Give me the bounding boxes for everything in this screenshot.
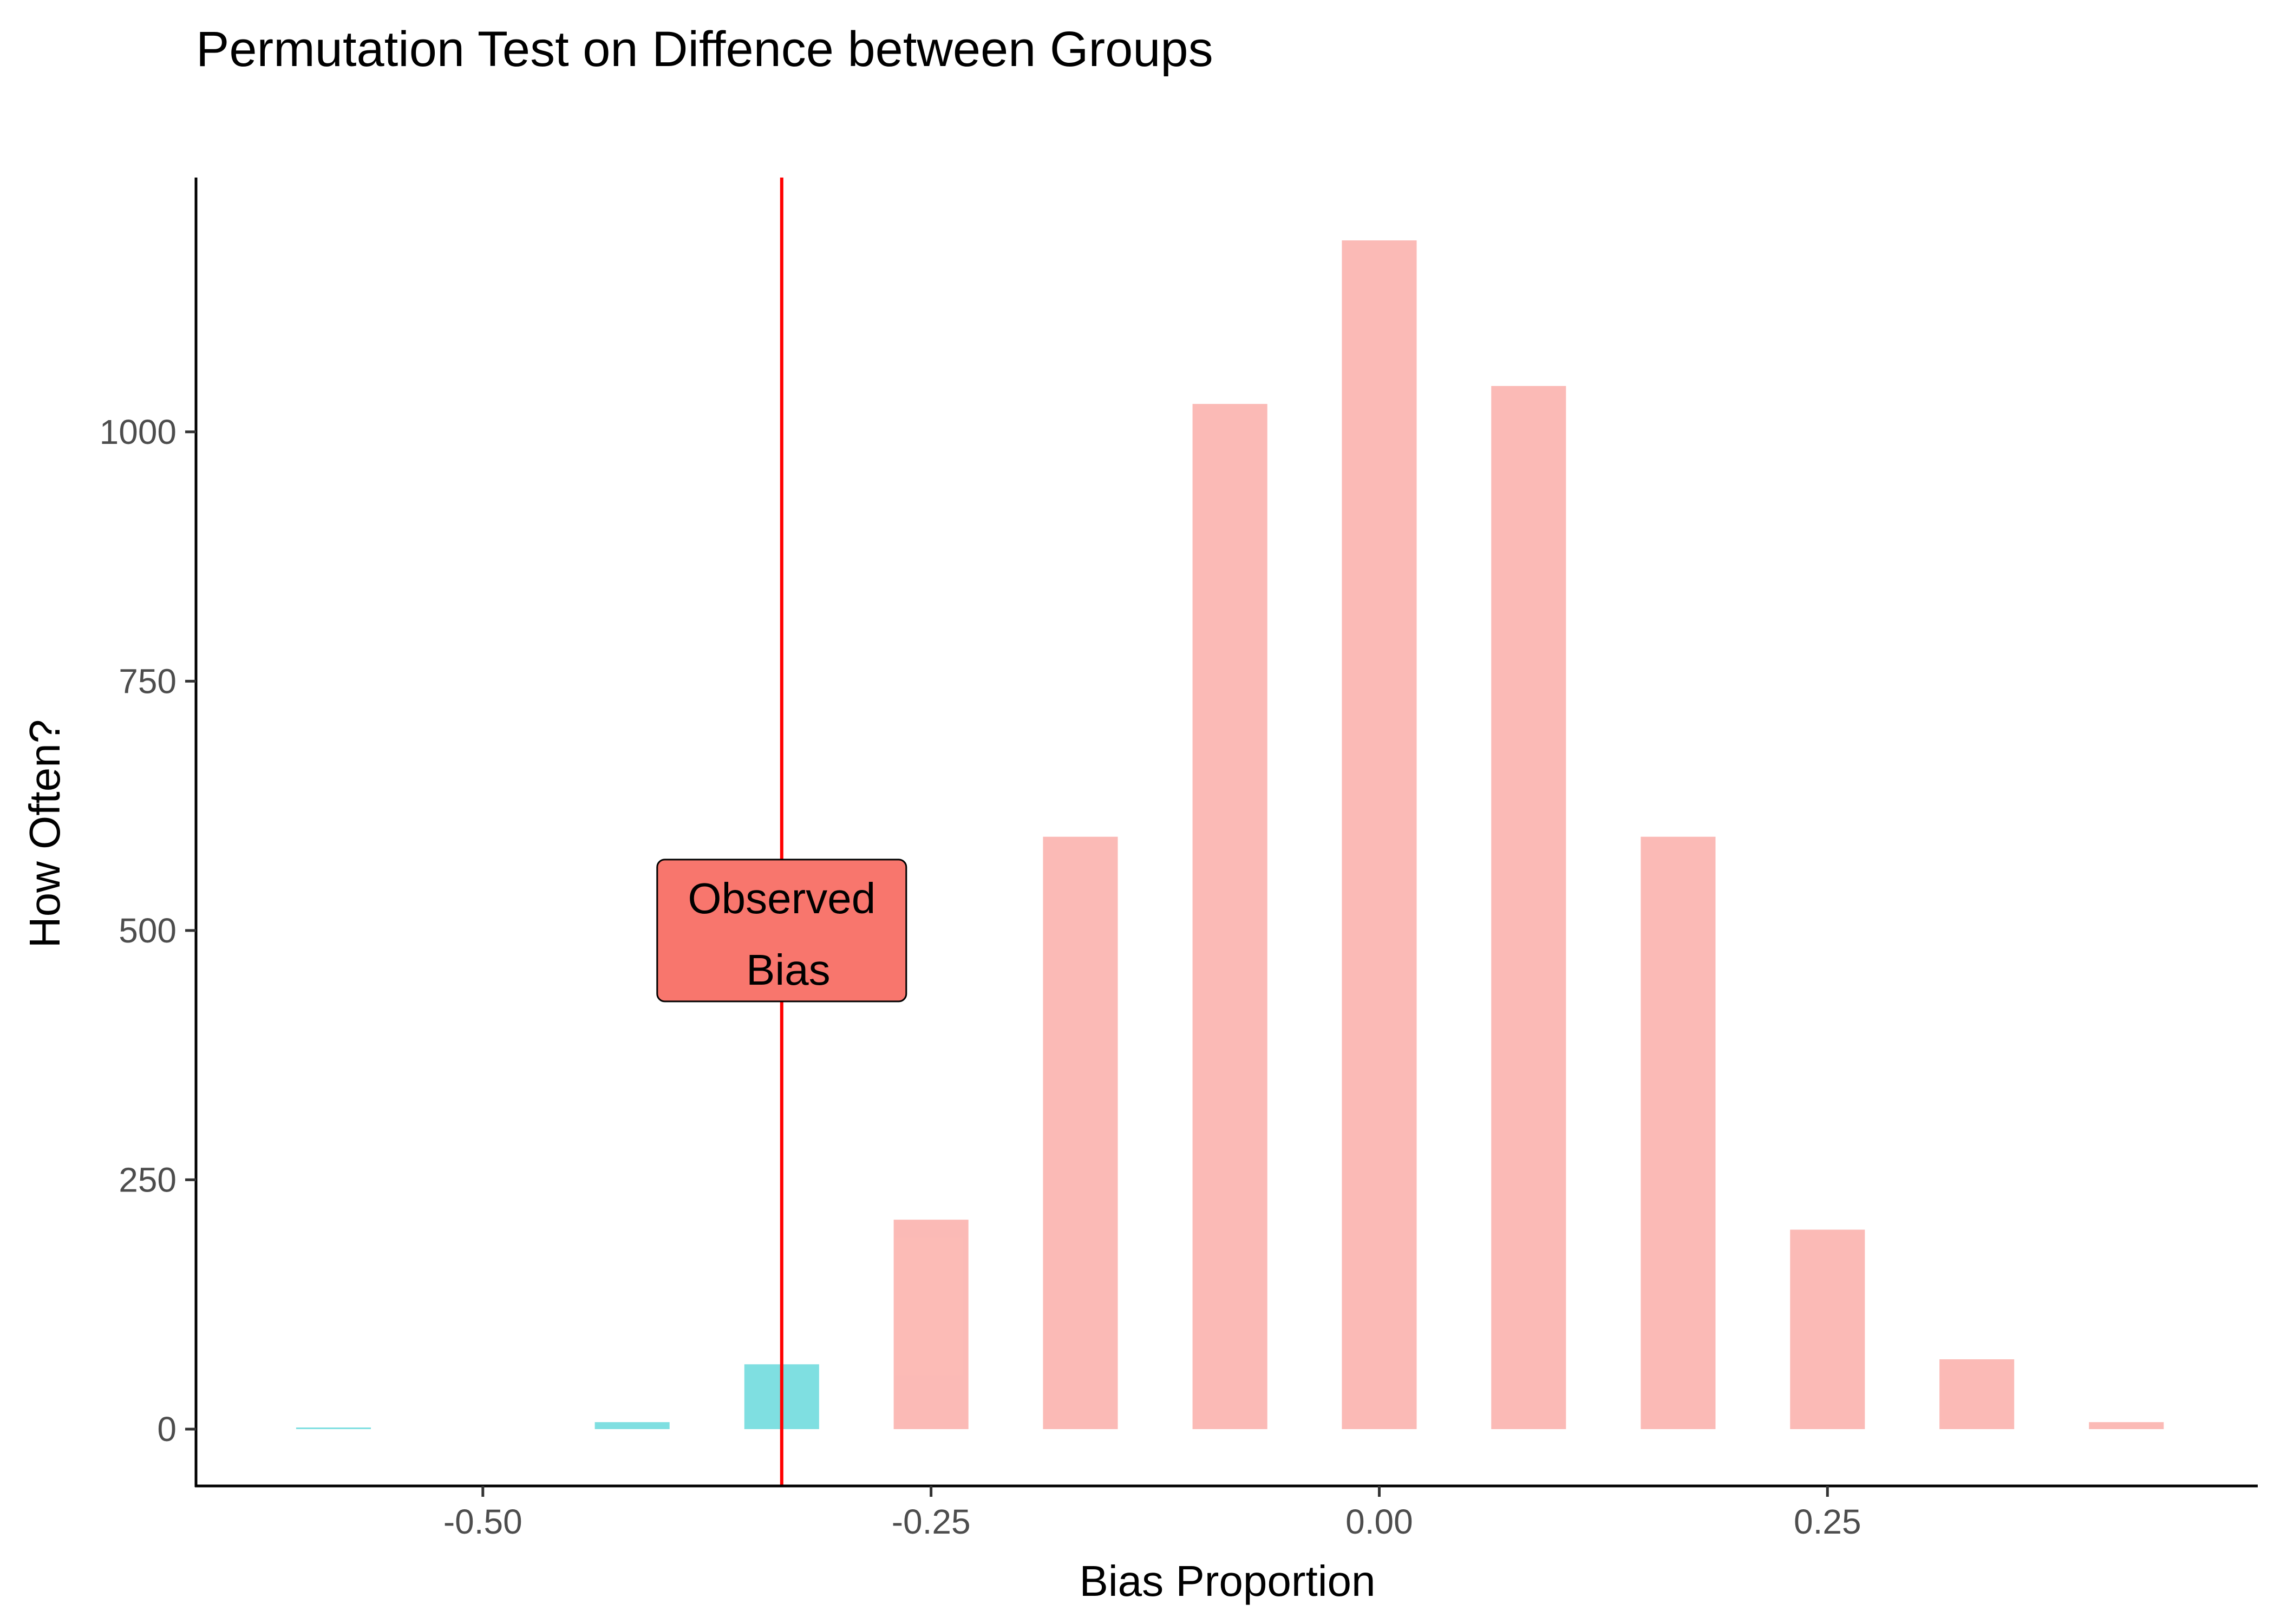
x-tick-label: -0.25 [892, 1502, 971, 1541]
bar-1-4 [1491, 386, 1566, 1429]
x-tick-label: 0.25 [1794, 1502, 1861, 1541]
bar-1-0 [893, 1220, 969, 1429]
bar-1-1 [1043, 836, 1118, 1429]
y-tick-label: 250 [119, 1160, 177, 1199]
observed-bias-label: Observed Bias [656, 859, 907, 1003]
y-tick-label: 0 [157, 1410, 177, 1449]
bar-1-7 [1939, 1359, 2015, 1429]
x-tick-label: -0.50 [443, 1502, 522, 1541]
chart-title: Permutation Test on Diffence between Gro… [196, 22, 1213, 77]
y-tick-label: 750 [119, 662, 177, 700]
x-tick-label: 0.00 [1345, 1502, 1413, 1541]
axes-group [194, 178, 2258, 1488]
x-ticks-group: -0.50 -0.25 0.00 0.25 [443, 1486, 1861, 1541]
bar-0-1 [594, 1422, 670, 1429]
bar-1-3 [1342, 240, 1417, 1429]
y-ticks-group: 0 250 500 750 1000 [100, 412, 196, 1449]
y-tick-label: 500 [119, 911, 177, 950]
x-axis-title: Bias Proportion [1080, 1557, 1376, 1605]
observed-bias-label-box [656, 859, 907, 1003]
bar-1-5 [1641, 836, 1716, 1429]
bar-1-8 [2089, 1422, 2164, 1429]
bars-group [296, 240, 2164, 1429]
y-tick-label: 1000 [100, 412, 177, 451]
observed-bias-label-line-1: Observed [688, 874, 875, 922]
y-axis-title: How Often? [21, 719, 69, 948]
bar-1-6 [1790, 1229, 1865, 1429]
bar-1-2 [1192, 404, 1267, 1429]
observed-bias-label-line-2: Bias [746, 946, 831, 994]
bar-0-0 [296, 1427, 371, 1429]
